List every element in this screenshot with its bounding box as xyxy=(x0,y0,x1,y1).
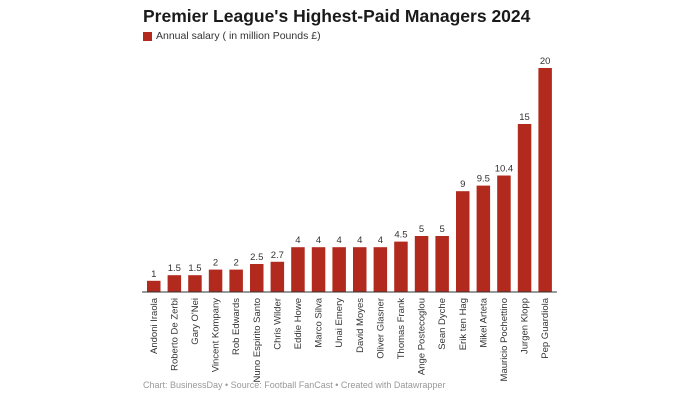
data-label: 4 xyxy=(357,235,362,246)
data-label: 1 xyxy=(151,269,156,280)
data-label: 1.5 xyxy=(188,263,201,274)
data-label: 4.5 xyxy=(394,230,407,241)
data-label: 9.5 xyxy=(477,174,490,185)
data-label: 5 xyxy=(419,224,424,235)
bar xyxy=(414,236,429,292)
data-label: 2 xyxy=(213,258,218,269)
x-tick-label: Ange Postecoglou xyxy=(417,298,428,375)
bar xyxy=(435,236,449,292)
data-label: 10.4 xyxy=(495,164,514,175)
x-tick-label: Oliver Glasner xyxy=(375,298,386,359)
bar xyxy=(311,247,326,292)
bar xyxy=(476,185,491,292)
bar xyxy=(538,68,552,292)
x-tick-label: Gary O'Nei xyxy=(190,298,201,345)
legend: Annual salary ( in million Pounds £) xyxy=(143,30,321,42)
data-label: 2 xyxy=(234,258,239,269)
x-tick-label: Vincent Kompany xyxy=(211,298,222,373)
data-label: 4 xyxy=(337,235,342,246)
chart-footer: Chart: BusinessDay • Source: Football Fa… xyxy=(143,380,446,390)
x-tick-label: David Moyes xyxy=(355,298,366,353)
chart-title: Premier League's Highest-Paid Managers 2… xyxy=(143,6,531,26)
data-label: 5 xyxy=(440,224,445,235)
bar xyxy=(167,275,182,292)
bar xyxy=(373,247,388,292)
bar xyxy=(517,124,532,292)
x-tick-label: Mikel Arteta xyxy=(478,297,489,347)
x-tick-label: Mauricio Pochettino xyxy=(499,298,510,381)
x-tick-label: Unai Emery xyxy=(334,298,345,348)
x-tick-label: Erik ten Hag xyxy=(458,298,469,350)
bar xyxy=(188,275,202,292)
bar xyxy=(270,261,285,292)
bar xyxy=(456,191,470,292)
data-label: 9 xyxy=(460,179,465,190)
x-tick-label: Rob Edwards xyxy=(231,298,242,355)
bar xyxy=(353,247,367,292)
x-tick-label: Jurgen Klopp xyxy=(520,298,531,354)
x-tick-label: Thomas Frank xyxy=(396,298,407,359)
bar xyxy=(332,247,346,292)
bar xyxy=(250,264,264,292)
legend-label: Annual salary ( in million Pounds £) xyxy=(156,30,321,42)
data-label: 2.7 xyxy=(271,250,284,261)
bar xyxy=(208,269,223,292)
bar xyxy=(147,280,161,292)
x-tick-label: Eddie Howe xyxy=(293,298,304,349)
bar xyxy=(394,241,408,292)
data-label: 15 xyxy=(519,112,530,123)
bar xyxy=(229,269,243,292)
x-tick-label: Andoni Iraola xyxy=(149,297,160,354)
data-label: 4 xyxy=(295,235,300,246)
x-tick-label: Pep Guardiola xyxy=(540,297,551,358)
data-label: 1.5 xyxy=(168,263,181,274)
x-tick-label: Roberto De Zerbi xyxy=(169,298,180,371)
x-tick-label: Sean Dyche xyxy=(437,298,448,350)
data-label: 2.5 xyxy=(250,252,263,263)
data-label: 4 xyxy=(316,235,321,246)
data-label: 20 xyxy=(540,56,551,67)
x-tick-label: Chris Wilder xyxy=(272,298,283,350)
legend-swatch xyxy=(143,31,152,41)
data-label: 4 xyxy=(378,235,383,246)
x-tick-label: Marco Silva xyxy=(314,297,325,347)
bar xyxy=(291,247,305,292)
bar xyxy=(497,175,511,292)
x-tick-label: Nuno Espirito Santo xyxy=(252,298,263,383)
